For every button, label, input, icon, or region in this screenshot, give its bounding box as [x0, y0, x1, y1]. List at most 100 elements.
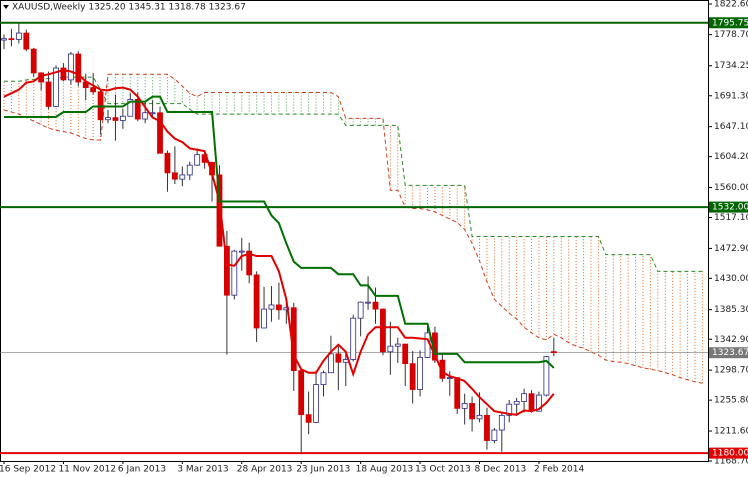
- span-a: [3, 73, 703, 384]
- candle-body: [67, 53, 74, 81]
- level-tag: [709, 347, 748, 359]
- candle-body: [387, 345, 394, 353]
- x-tick-label: 3 Mar 2013: [177, 465, 228, 475]
- candle-body: [276, 304, 282, 311]
- candle-body: [446, 377, 453, 380]
- candle-body: [105, 117, 111, 121]
- span-b: [4, 76, 703, 272]
- level-label: 1532.00: [712, 203, 748, 213]
- candle-body: [60, 67, 67, 81]
- candle-body: [365, 301, 371, 304]
- y-tick-label: 1604.20: [714, 152, 748, 162]
- candle-body: [186, 164, 193, 176]
- x-tick-label: 2 Feb 2014: [534, 465, 585, 475]
- candle-body: [402, 343, 409, 365]
- candle-body: [350, 317, 357, 360]
- candle-body: [8, 38, 15, 41]
- level-tag: [709, 17, 748, 29]
- candle-body: [461, 403, 468, 409]
- candle-body: [320, 372, 327, 386]
- candle-body: [476, 414, 483, 420]
- candle-body: [90, 87, 97, 93]
- candle-body: [268, 304, 275, 310]
- x-tick-label: 18 Aug 2013: [356, 465, 414, 475]
- x-tick-label: 13 Oct 2013: [415, 465, 471, 475]
- candle-body: [521, 393, 527, 402]
- candle-body: [231, 250, 238, 296]
- x-tick-label: 28 Apr 2013: [237, 465, 293, 475]
- candle-body: [313, 384, 319, 423]
- candle-body: [484, 414, 490, 441]
- y-tick-label: 1472.90: [714, 244, 748, 254]
- title-icon: [3, 5, 9, 9]
- candle-body: [417, 356, 423, 390]
- candle-body: [536, 394, 542, 412]
- indicator-line: [4, 95, 555, 369]
- candle-body: [498, 414, 505, 431]
- candle-body: [15, 32, 22, 40]
- x-tick-label: 11 Nov 2012: [58, 465, 116, 475]
- candle-body: [30, 48, 37, 74]
- candle-body: [112, 117, 119, 121]
- level-label: 1323.67: [712, 348, 748, 358]
- candle-body: [305, 414, 312, 423]
- y-tick-label: 1822.60: [714, 0, 748, 10]
- y-tick-label: 1211.60: [714, 427, 748, 437]
- candle-body: [134, 99, 141, 120]
- candle-body: [164, 152, 171, 174]
- indicator-line: [3, 69, 555, 416]
- candle-body: [23, 32, 30, 50]
- y-tick-label: 1255.80: [714, 396, 748, 406]
- chart-title: XAUUSD,Weekly 1325.20 1345.31 1318.78 13…: [12, 3, 246, 13]
- candle-body: [216, 174, 223, 247]
- candle-body: [380, 308, 386, 353]
- candle-body: [261, 308, 267, 329]
- candle-body: [506, 403, 513, 416]
- candle-body: [328, 353, 334, 374]
- candle-body: [223, 245, 230, 296]
- candle-body: [543, 356, 550, 396]
- candle-body: [119, 115, 126, 121]
- candle-body: [335, 353, 342, 363]
- candle-body: [298, 370, 305, 416]
- y-tick-label: 1734.25: [714, 61, 748, 71]
- candle-body: [75, 53, 82, 83]
- candle-body: [238, 250, 245, 253]
- y-tick-label: 1691.30: [714, 91, 748, 101]
- level-tag: [709, 447, 748, 459]
- y-tick-label: 1168.70: [714, 457, 748, 467]
- y-tick-label: 1560.00: [714, 183, 748, 193]
- y-tick-label: 1385.30: [714, 305, 748, 315]
- candle-body: [194, 154, 201, 166]
- y-tick-label: 1430.00: [714, 274, 748, 284]
- candle-body: [253, 274, 260, 329]
- y-tick-label: 1517.10: [714, 213, 748, 223]
- candle-body: [513, 400, 520, 405]
- candle-body: [394, 343, 401, 347]
- candle-body: [45, 81, 52, 107]
- candle-body: [550, 351, 557, 354]
- candle-body: [157, 112, 163, 154]
- candle-body: [372, 301, 379, 310]
- level-label: 1795.75: [712, 18, 748, 28]
- level-label: 1180.00: [712, 449, 748, 459]
- y-tick-label: 1342.90: [714, 335, 748, 345]
- candle-body: [246, 250, 253, 276]
- y-tick-label: 1298.70: [714, 366, 748, 376]
- level-tag: [709, 201, 748, 213]
- candle-body: [454, 377, 461, 409]
- y-tick-label: 1778.70: [714, 30, 748, 40]
- x-tick-label: 6 Jan 2013: [118, 465, 166, 475]
- candle-body: [469, 403, 475, 420]
- candle-body: [1, 38, 7, 41]
- candle-body: [127, 99, 134, 117]
- y-tick-label: 1647.10: [714, 122, 748, 132]
- x-tick-label: 23 Jun 2013: [296, 465, 350, 475]
- candle-body: [142, 112, 149, 120]
- candle-body: [53, 67, 59, 107]
- candle-body: [409, 363, 416, 390]
- candle-body: [528, 393, 535, 412]
- plot-frame: [0, 0, 709, 462]
- x-tick-label: 8 Dec 2013: [475, 465, 527, 475]
